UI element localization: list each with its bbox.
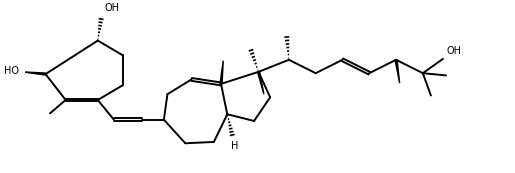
Text: HO: HO — [4, 66, 19, 76]
Polygon shape — [395, 60, 400, 83]
Text: OH: OH — [104, 3, 119, 13]
Polygon shape — [22, 72, 46, 75]
Text: H: H — [231, 141, 238, 151]
Polygon shape — [258, 72, 264, 94]
Polygon shape — [220, 61, 224, 84]
Text: OH: OH — [446, 46, 461, 56]
